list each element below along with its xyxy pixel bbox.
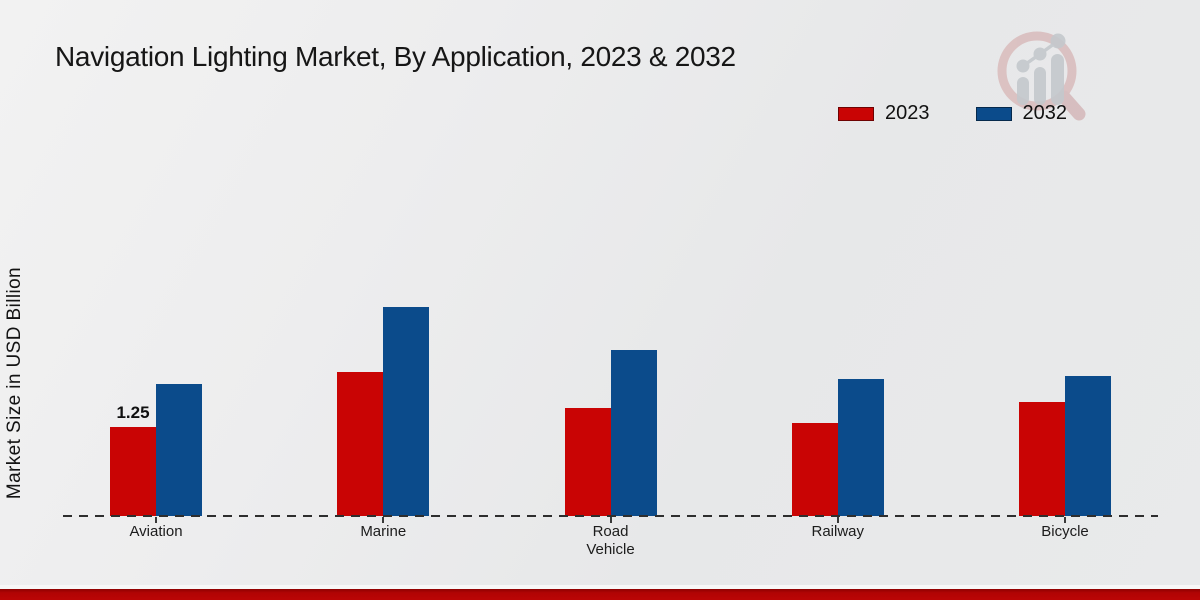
legend: 2023 2032: [838, 102, 1067, 125]
page-title: Navigation Lighting Market, By Applicati…: [55, 41, 736, 72]
x-tick-aviation: [155, 517, 157, 523]
x-axis-baseline: [63, 515, 1158, 517]
x-tick-railway: [836, 517, 839, 523]
legend-swatch-2032: [975, 106, 1012, 121]
bar-2032-road-vehicle: [610, 350, 657, 516]
logo-svg: [997, 31, 1086, 121]
x-label-aviation: Aviation: [129, 523, 183, 540]
bar-2032-marine: [383, 307, 430, 516]
bar-2023-aviation: [110, 427, 156, 516]
bar-2023-marine: [337, 372, 384, 516]
bar-2023-road-vehicle: [564, 407, 611, 516]
x-label-road-vehicle: Road Vehicle: [586, 523, 635, 558]
magnifier-growth-chart-logo: [992, 26, 1092, 126]
bar-2023-railway: [791, 422, 838, 516]
legend-label-2032: 2032: [1022, 102, 1068, 124]
bar-2032-railway: [837, 379, 884, 516]
x-tick-road-vehicle: [609, 517, 612, 523]
legend-item-2023: 2023: [838, 102, 930, 125]
x-label-bicycle: Bicycle: [1041, 523, 1089, 540]
footer-stripe: [0, 589, 1200, 600]
footer-highlight: [0, 585, 1200, 589]
legend-label-2023: 2023: [885, 102, 930, 124]
x-label-marine: Marine: [360, 523, 407, 540]
x-label-railway: Railway: [811, 523, 864, 540]
bar-2023-bicycle: [1019, 402, 1065, 516]
x-tick-bicycle: [1064, 517, 1066, 523]
legend-swatch-2023: [838, 106, 874, 121]
bar-2032-bicycle: [1065, 375, 1111, 516]
legend-item-2032: 2032: [975, 102, 1068, 125]
value-label-aviation-2023: 1.25: [116, 403, 150, 422]
x-tick-marine: [382, 517, 385, 523]
bar-2032-aviation: [156, 384, 202, 516]
